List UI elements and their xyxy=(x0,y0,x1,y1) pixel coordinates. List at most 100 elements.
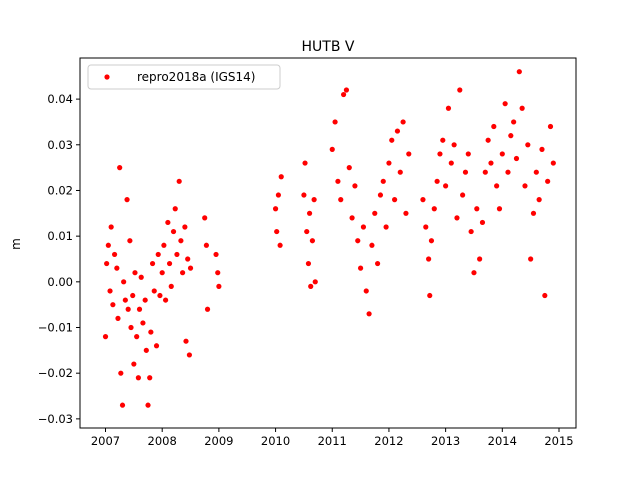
data-point xyxy=(428,238,435,244)
data-point xyxy=(485,137,491,143)
data-point xyxy=(380,178,386,184)
data-point xyxy=(130,292,136,299)
data-point xyxy=(445,105,452,111)
data-point xyxy=(153,343,160,349)
data-point xyxy=(530,210,537,216)
data-point xyxy=(360,224,367,230)
data-point xyxy=(131,361,137,367)
data-point xyxy=(536,197,542,203)
data-point xyxy=(114,265,120,271)
data-point xyxy=(159,270,165,276)
data-point xyxy=(482,169,488,175)
data-point xyxy=(516,69,522,75)
data-point xyxy=(448,160,454,166)
y-tick-label: 0.00 xyxy=(47,275,73,289)
data-point xyxy=(400,119,406,125)
x-tick-label: 2013 xyxy=(431,434,460,448)
x-axis: 2007 2008 2009 2010 2011 2012 2013 2014 2015 xyxy=(91,428,574,448)
data-point xyxy=(502,101,508,107)
data-point xyxy=(117,165,123,171)
data-point xyxy=(491,123,497,130)
data-point xyxy=(338,197,344,203)
data-point xyxy=(440,137,446,143)
data-point xyxy=(539,146,545,152)
data-point xyxy=(397,169,403,175)
data-point xyxy=(426,256,432,262)
x-tick-label: 2015 xyxy=(544,434,573,448)
data-point xyxy=(406,151,412,157)
data-point xyxy=(309,238,316,244)
data-point xyxy=(304,228,310,235)
data-point xyxy=(213,251,219,258)
data-point xyxy=(437,151,443,157)
data-point xyxy=(170,228,177,235)
data-point xyxy=(454,215,460,221)
data-point xyxy=(308,283,314,289)
data-point xyxy=(135,375,141,381)
data-point xyxy=(479,219,486,226)
data-point xyxy=(145,402,151,408)
data-point xyxy=(275,192,281,198)
data-point xyxy=(174,251,180,258)
data-point xyxy=(420,197,426,203)
data-point xyxy=(136,306,143,312)
data-point xyxy=(312,279,318,285)
legend: repro2018a (IGS14) xyxy=(87,64,281,90)
data-point xyxy=(547,123,554,130)
data-point xyxy=(349,215,355,221)
data-point xyxy=(369,242,375,248)
data-points xyxy=(102,69,556,408)
data-point xyxy=(132,270,138,276)
data-point xyxy=(143,347,149,353)
data-point xyxy=(332,119,338,125)
data-point xyxy=(157,292,163,299)
data-point xyxy=(148,329,154,335)
x-tick-label: 2014 xyxy=(488,434,517,448)
y-tick-label: 0.02 xyxy=(47,183,73,197)
data-point xyxy=(302,160,308,166)
data-point xyxy=(451,142,457,148)
data-point xyxy=(528,256,534,262)
data-point xyxy=(403,210,409,216)
data-point xyxy=(505,169,511,175)
data-point xyxy=(111,251,118,258)
legend-label: repro2018a (IGS14) xyxy=(137,70,255,84)
data-point xyxy=(128,324,134,331)
data-point xyxy=(306,210,313,216)
data-point xyxy=(533,169,539,175)
data-point xyxy=(389,137,395,143)
y-axis-label: m xyxy=(9,238,23,250)
x-tick-label: 2011 xyxy=(318,434,347,448)
data-point xyxy=(468,228,474,235)
data-point xyxy=(496,206,503,212)
data-point xyxy=(457,87,463,93)
data-point xyxy=(465,151,471,157)
data-point xyxy=(394,128,401,134)
data-point xyxy=(108,224,114,230)
data-point xyxy=(346,165,352,171)
data-point xyxy=(274,228,280,235)
data-point xyxy=(124,197,130,203)
data-point xyxy=(471,270,477,276)
data-point xyxy=(204,306,211,312)
data-point xyxy=(357,265,364,271)
data-point xyxy=(168,283,174,289)
data-point xyxy=(329,146,335,152)
data-point xyxy=(474,206,480,212)
data-point xyxy=(488,160,494,166)
data-point xyxy=(343,87,350,93)
data-point xyxy=(215,270,221,276)
data-point xyxy=(305,260,312,267)
data-point xyxy=(477,256,483,262)
data-point xyxy=(508,133,514,139)
data-point xyxy=(185,256,191,262)
data-point xyxy=(166,260,173,267)
data-point xyxy=(140,320,146,326)
data-point xyxy=(277,242,283,248)
data-point xyxy=(110,302,116,308)
x-tick-label: 2009 xyxy=(204,434,233,448)
data-point xyxy=(519,105,525,111)
data-point xyxy=(178,238,184,244)
data-point xyxy=(155,251,161,258)
